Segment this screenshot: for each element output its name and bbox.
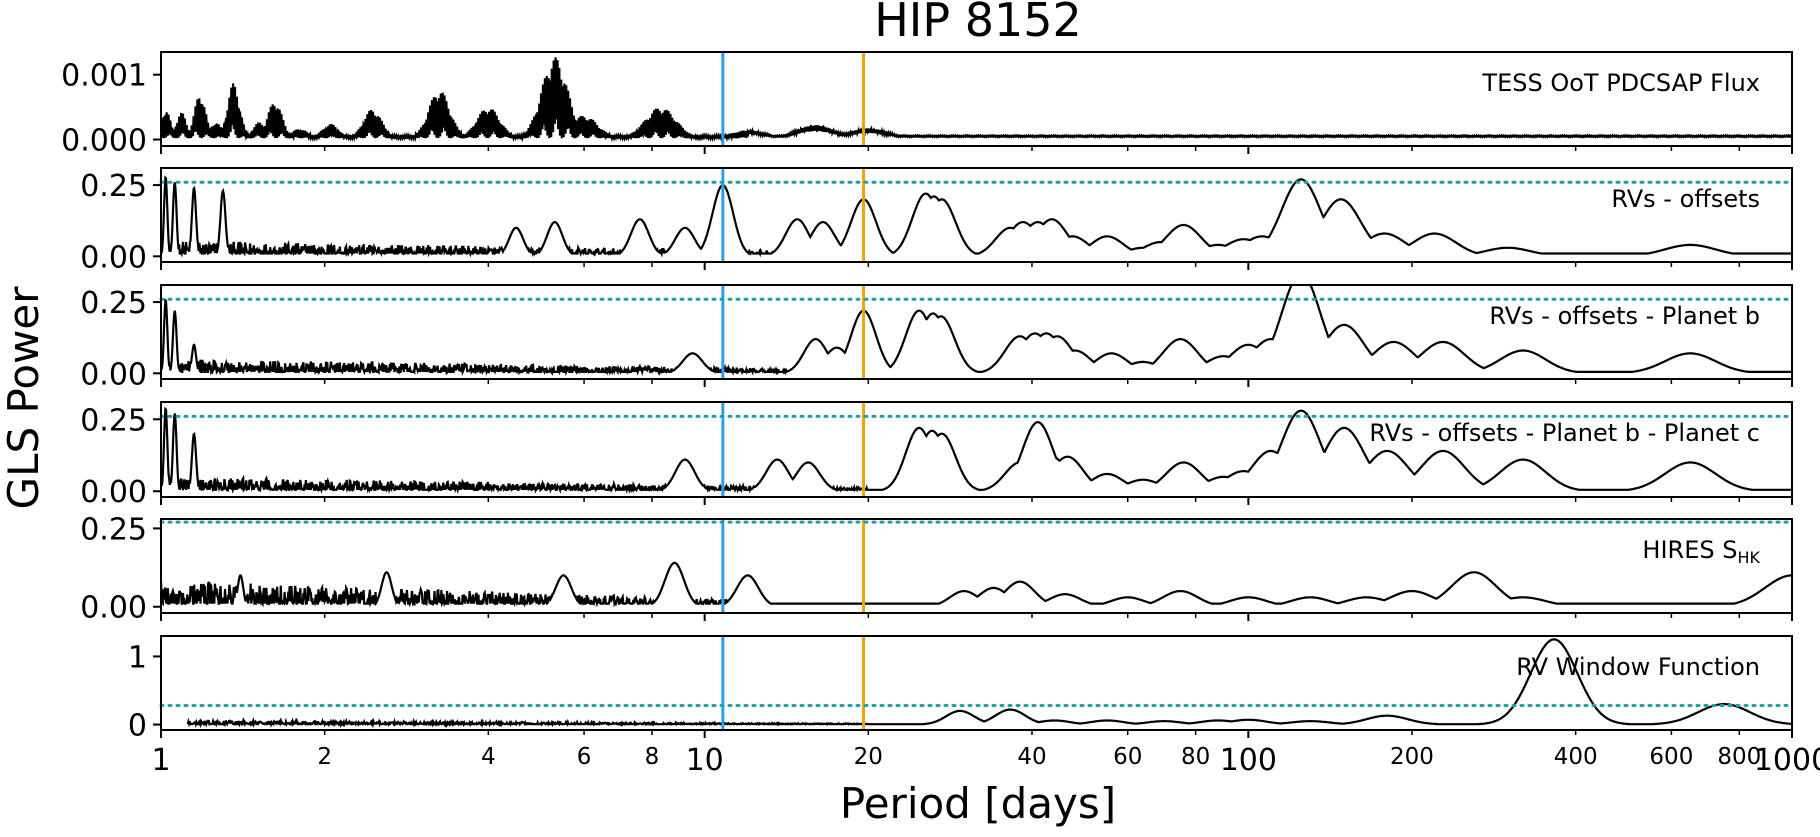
panel-label-subscript: HK [1737, 548, 1760, 567]
y-tick-label: 0.00 [80, 240, 147, 275]
panel-label: TESS OoT PDCSAP Flux [1481, 69, 1760, 97]
x-tick-label: 40 [1017, 744, 1046, 770]
panel-4: 0.00 0.25 RVs - offsets - Planet b - Plane… [80, 401, 1794, 510]
y-tick-label: 0.25 [80, 286, 147, 321]
panel-6: 0 1 RV Window Function [128, 635, 1794, 744]
panel-3: 0.00 0.25 RVs - offsets - Planet b [80, 284, 1794, 392]
panel-label: RVs - offsets [1611, 185, 1760, 213]
y-tick-label: 1 [128, 640, 147, 675]
x-tick-label: 20 [854, 744, 883, 770]
y-tick-label: 0.001 [61, 59, 147, 94]
x-axis-label: Period [days] [840, 779, 1116, 828]
x-tick-label: 8 [645, 744, 660, 770]
panel-5: 0.00 0.25 HIRES SHK [80, 512, 1794, 626]
panel-2: 0.00 0.25 RVs - offsets [80, 167, 1794, 275]
series-line [161, 561, 1792, 608]
y-tick-label: 0.25 [80, 512, 147, 547]
series-line [161, 57, 1792, 143]
x-tick-label: 800 [1717, 744, 1761, 770]
panel-frame [160, 51, 1793, 147]
x-tick-label: 600 [1649, 744, 1693, 770]
x-tick-label: 80 [1181, 744, 1210, 770]
y-tick-label: 0.25 [80, 169, 147, 204]
x-tick-label: 200 [1390, 744, 1434, 770]
y-tick-label: 0.00 [80, 475, 147, 510]
x-tick-label: 1 [151, 743, 170, 778]
panel-1: 0.000 0.001 TESS OoT PDCSAP Flux [61, 51, 1793, 159]
x-tick-label: 4 [481, 744, 496, 770]
series-line [186, 638, 1792, 729]
panel-label: HIRES SHK [1642, 536, 1760, 567]
panel-label: RVs - offsets - Planet b [1489, 302, 1760, 330]
y-tick-label: 0.000 [61, 124, 147, 159]
x-axis: 1 2 4 6 8 10 20 40 60 80 100 200 400 600 8001000 [151, 743, 1820, 778]
chart-title: HIP 8152 [874, 0, 1082, 47]
panel-frame [160, 284, 1793, 380]
panel-frame [160, 167, 1793, 263]
y-tick-label: 0 [128, 709, 147, 744]
panel-label-main: HIRES S [1642, 536, 1737, 564]
y-tick-label: 0.00 [80, 357, 147, 392]
panel-label: RV Window Function [1516, 653, 1760, 681]
x-tick-label: 1000 [1754, 743, 1820, 778]
x-tick-label: 6 [577, 744, 592, 770]
y-axis-label: GLS Power [0, 286, 48, 510]
x-tick-label: 400 [1554, 744, 1598, 770]
panel-frame [160, 401, 1793, 498]
y-tick-label: 0.25 [80, 403, 147, 438]
x-tick-label: 10 [686, 743, 724, 778]
x-tick-label: 60 [1113, 744, 1142, 770]
panel-frame [160, 518, 1793, 614]
series-line [161, 175, 1792, 258]
series-line [161, 406, 1792, 495]
panel-label: RVs - offsets - Planet b - Planet c [1369, 419, 1760, 447]
x-tick-label: 100 [1220, 743, 1277, 778]
panel-frame [160, 635, 1793, 731]
y-tick-label: 0.00 [80, 591, 147, 626]
series-line [161, 285, 1792, 377]
x-tick-label: 2 [317, 744, 332, 770]
